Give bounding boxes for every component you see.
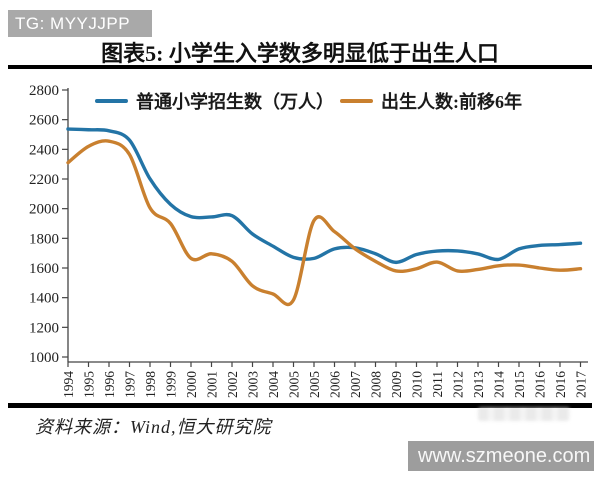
x-tick-label: 1994 bbox=[61, 371, 76, 398]
y-tick-label: 1200 bbox=[29, 320, 59, 336]
x-tick-label: 2007 bbox=[348, 371, 363, 398]
x-tick-label: 1995 bbox=[82, 371, 97, 398]
legend-label-births: 出生人数:前移6年 bbox=[381, 92, 522, 112]
y-tick-label: 1000 bbox=[29, 350, 59, 366]
y-tick-label: 2400 bbox=[29, 142, 59, 158]
series-line-enrollment bbox=[66, 127, 583, 265]
x-tick-label: 2008 bbox=[369, 371, 384, 398]
y-tick-label: 2000 bbox=[29, 202, 59, 218]
y-tick-label: 1800 bbox=[29, 231, 59, 247]
legend: 普通小学招生数（万人） 出生人数:前移6年 bbox=[0, 88, 600, 112]
x-tick-label: 2011 bbox=[430, 371, 445, 398]
x-tick-label: 2006 bbox=[328, 371, 343, 398]
x-tick-label: 2017 bbox=[574, 371, 589, 398]
y-tick-label: 2600 bbox=[29, 113, 59, 129]
x-tick-label: 2012 bbox=[451, 371, 466, 398]
y-tick-label: 2800 bbox=[29, 83, 59, 99]
x-tick-label: 1998 bbox=[143, 371, 158, 398]
x-tick-label: 2009 bbox=[389, 371, 404, 398]
bottom-divider bbox=[8, 403, 592, 408]
legend-item-births: 出生人数:前移6年 bbox=[340, 88, 522, 114]
series-line-births bbox=[66, 139, 583, 307]
x-tick-label: 2013 bbox=[471, 371, 486, 398]
y-tick-label: 1600 bbox=[29, 261, 59, 277]
faint-watermark bbox=[478, 407, 570, 421]
chart-svg: 1000 1200 1400 1600 1800 2000 2200 2400 2600 2800… bbox=[29, 83, 589, 398]
x-tick-label: 1997 bbox=[123, 371, 138, 398]
y-tick-label: 2200 bbox=[29, 172, 59, 188]
x-tick-label: 2005 bbox=[287, 371, 302, 398]
legend-label-enrollment: 普通小学招生数（万人） bbox=[136, 92, 334, 112]
y-tick-label: 1400 bbox=[29, 291, 59, 307]
enrollment-line-marker-icon bbox=[95, 99, 128, 103]
x-tick-label: 1996 bbox=[102, 371, 117, 398]
x-tick-label: 2015 bbox=[512, 371, 527, 398]
x-tick-label: 2004 bbox=[266, 371, 281, 398]
x-tick-label: 2005 bbox=[307, 371, 322, 398]
title-underline bbox=[8, 65, 592, 69]
x-tick-label: 2002 bbox=[225, 371, 240, 398]
page-title: 图表5: 小学生入学数多明显低于出生人口 bbox=[101, 41, 499, 66]
source-note: 资料来源：Wind,恒大研究院 bbox=[35, 417, 272, 437]
x-tick-label: 1999 bbox=[164, 371, 179, 398]
x-tick-label: 2014 bbox=[492, 371, 507, 398]
site-watermark-bar: www.szmeone.com bbox=[408, 441, 594, 471]
births-line-marker-icon bbox=[340, 99, 373, 103]
site-watermark-text: www.szmeone.com bbox=[418, 445, 591, 467]
x-tick-label: 2016 bbox=[533, 371, 548, 398]
legend-item-enrollment: 普通小学招生数（万人） bbox=[95, 88, 334, 114]
tg-banner: TG: MYYJJPP bbox=[8, 10, 152, 37]
x-tick-label: 2016 bbox=[553, 371, 568, 398]
x-tick-label: 2010 bbox=[410, 371, 425, 398]
x-tick-label: 2000 bbox=[184, 371, 199, 398]
x-tick-label: 2003 bbox=[246, 371, 261, 398]
x-tick-label: 2001 bbox=[205, 371, 220, 398]
tg-banner-text: TG: MYYJJPP bbox=[15, 14, 131, 33]
